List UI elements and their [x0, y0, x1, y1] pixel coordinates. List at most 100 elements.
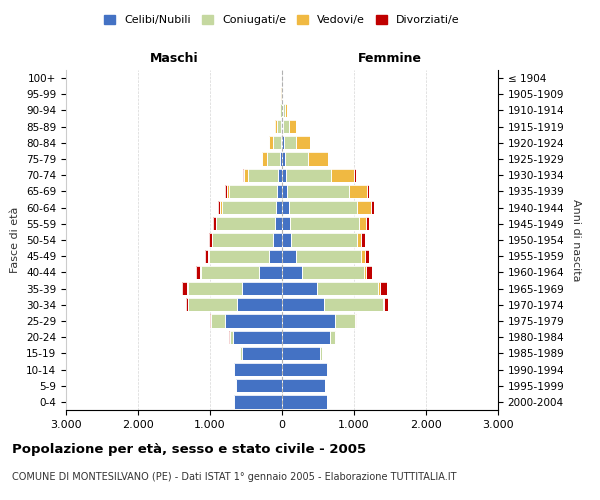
Bar: [267, 152, 280, 166]
Bar: [282, 314, 335, 328]
Bar: [383, 298, 388, 312]
Bar: [308, 152, 328, 166]
Y-axis label: Fasce di età: Fasce di età: [10, 207, 20, 273]
Bar: [229, 185, 277, 198]
Bar: [357, 201, 371, 214]
Bar: [235, 396, 282, 408]
Bar: [217, 217, 275, 230]
Bar: [280, 152, 282, 166]
Bar: [218, 201, 220, 214]
Bar: [331, 168, 355, 182]
Bar: [241, 346, 242, 360]
Bar: [188, 282, 242, 295]
Bar: [186, 298, 188, 312]
Bar: [361, 250, 365, 263]
Bar: [275, 217, 282, 230]
Y-axis label: Anni di nascita: Anni di nascita: [571, 198, 581, 281]
Bar: [220, 201, 221, 214]
Bar: [320, 346, 322, 360]
Bar: [235, 363, 282, 376]
Bar: [282, 104, 283, 117]
Bar: [359, 217, 366, 230]
Bar: [289, 201, 357, 214]
Bar: [283, 120, 289, 134]
Bar: [287, 185, 349, 198]
Bar: [361, 250, 365, 263]
Bar: [242, 282, 282, 295]
Bar: [371, 201, 374, 214]
Bar: [269, 250, 282, 263]
Bar: [371, 201, 374, 214]
Bar: [209, 250, 269, 263]
Bar: [274, 234, 282, 246]
Bar: [275, 217, 282, 230]
Bar: [302, 266, 364, 279]
Bar: [291, 234, 356, 246]
Bar: [281, 120, 282, 134]
Bar: [283, 120, 289, 134]
Bar: [282, 396, 326, 408]
Bar: [259, 266, 282, 279]
Bar: [259, 266, 282, 279]
Bar: [359, 217, 366, 230]
Bar: [281, 136, 282, 149]
Bar: [275, 120, 277, 134]
Bar: [209, 234, 212, 246]
Bar: [329, 330, 335, 344]
Bar: [289, 201, 357, 214]
Bar: [282, 379, 325, 392]
Bar: [379, 282, 380, 295]
Text: Maschi: Maschi: [149, 52, 199, 65]
Bar: [188, 298, 238, 312]
Bar: [290, 217, 359, 230]
Bar: [216, 217, 217, 230]
Bar: [380, 282, 386, 295]
Bar: [291, 234, 356, 246]
Bar: [308, 152, 328, 166]
Bar: [296, 136, 310, 149]
Bar: [296, 250, 361, 263]
Bar: [282, 396, 326, 408]
Bar: [280, 104, 281, 117]
Bar: [216, 217, 217, 230]
Bar: [366, 266, 371, 279]
Bar: [269, 136, 272, 149]
Bar: [220, 201, 221, 214]
Bar: [272, 136, 281, 149]
Bar: [182, 282, 187, 295]
Bar: [277, 185, 282, 198]
Bar: [274, 234, 282, 246]
Bar: [355, 168, 356, 182]
Bar: [283, 104, 285, 117]
Bar: [282, 330, 329, 344]
Bar: [226, 185, 227, 198]
Bar: [241, 346, 242, 360]
Bar: [283, 104, 285, 117]
Bar: [186, 298, 188, 312]
Bar: [285, 152, 308, 166]
Bar: [262, 152, 267, 166]
Bar: [278, 168, 282, 182]
Bar: [383, 298, 388, 312]
Bar: [367, 185, 368, 198]
Legend: Celibi/Nubili, Coniugati/e, Vedovi/e, Divorziati/e: Celibi/Nubili, Coniugati/e, Vedovi/e, Di…: [100, 10, 464, 29]
Bar: [267, 152, 280, 166]
Bar: [282, 185, 287, 198]
Bar: [357, 201, 371, 214]
Bar: [285, 152, 308, 166]
Bar: [335, 314, 355, 328]
Bar: [286, 168, 331, 182]
Bar: [282, 168, 286, 182]
Bar: [365, 250, 370, 263]
Bar: [282, 217, 290, 230]
Bar: [282, 266, 302, 279]
Bar: [281, 136, 282, 149]
Bar: [335, 314, 355, 328]
Bar: [236, 379, 282, 392]
Bar: [289, 120, 296, 134]
Bar: [282, 282, 317, 295]
Bar: [356, 314, 357, 328]
Bar: [209, 234, 212, 246]
Bar: [230, 330, 233, 344]
Bar: [238, 298, 282, 312]
